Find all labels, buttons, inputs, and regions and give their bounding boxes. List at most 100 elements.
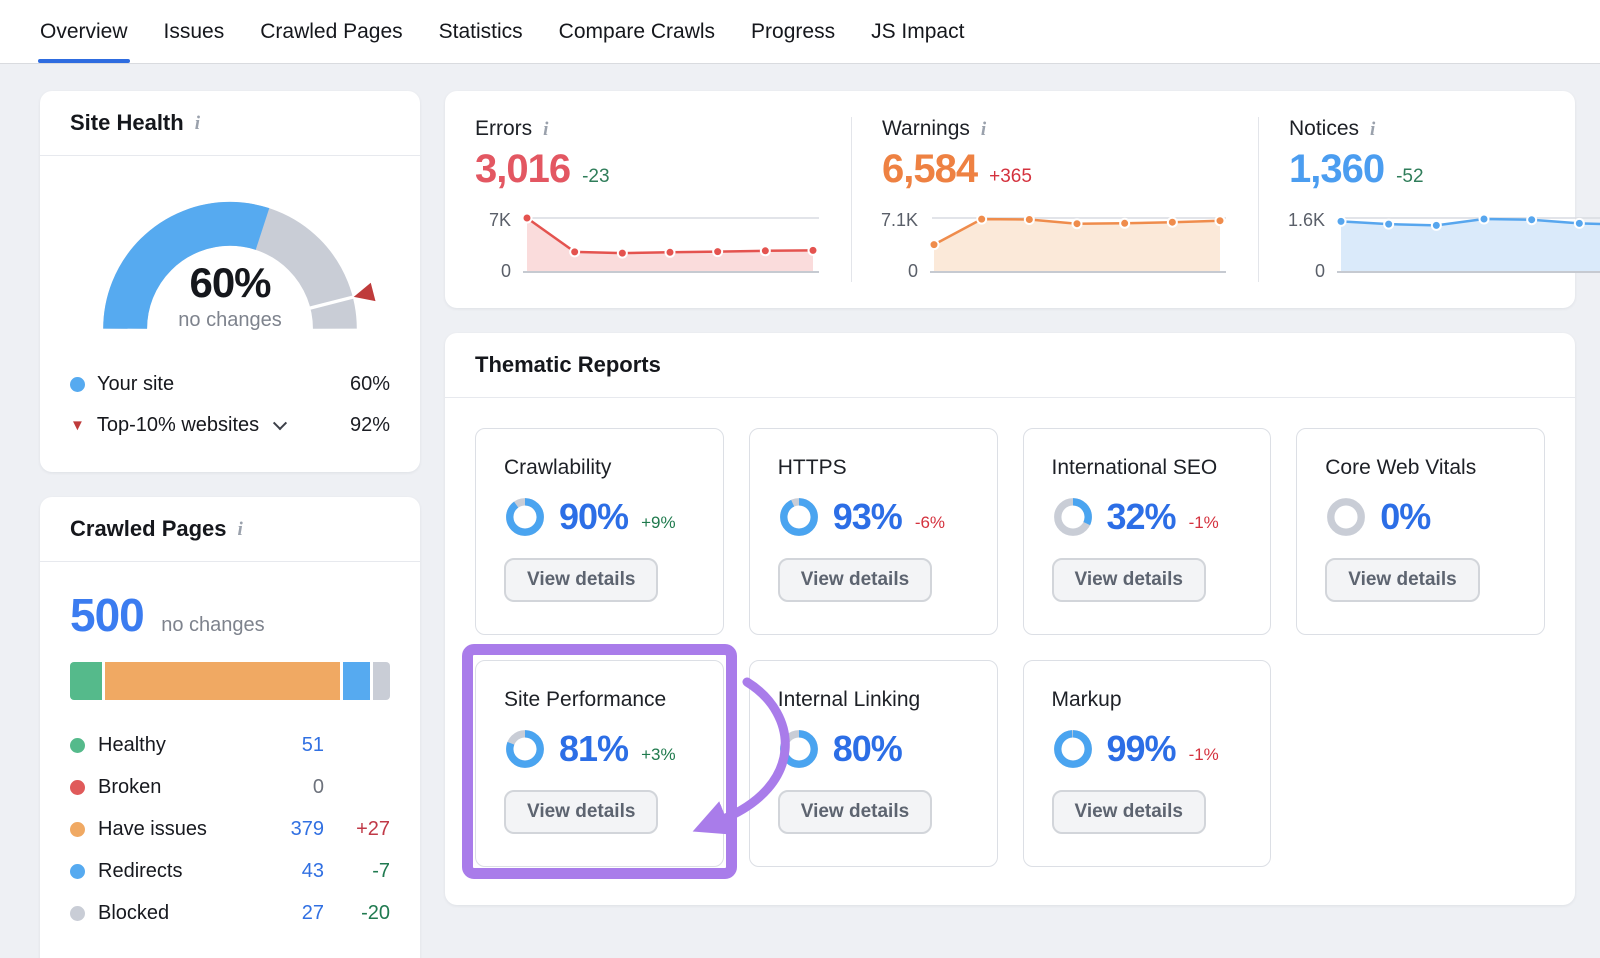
thematic-card-international-seo: International SEO 32% -1% View details [1022, 428, 1272, 635]
stat-warnings: Warnings i 6,584 +365 7.1K 0 [851, 117, 1258, 282]
legend-row-top-10-websites: ▼ Top-10% websites 92% [70, 405, 390, 446]
thematic-card-site-performance: Site Performance 81% +3% View details [475, 660, 724, 867]
thematic-card-title: Markup [1051, 688, 1122, 711]
thematic-card-title: International SEO [1051, 456, 1218, 479]
bar-segment-redirects [343, 662, 371, 700]
nav-tab-overview[interactable]: Overview [38, 0, 130, 63]
thematic-percent: 93% [832, 496, 903, 537]
site-health-card: Site Health i 60% no changes Your site 60… [40, 91, 420, 472]
view-details-button[interactable]: View details [1051, 790, 1206, 834]
view-details-button[interactable]: View details [777, 558, 933, 602]
y-axis-max-label: 1.6K [1287, 210, 1325, 230]
legend-value[interactable]: 379 [290, 817, 324, 840]
thematic-card-title: Internal Linking [777, 688, 921, 711]
thematic-delta: -6% [914, 513, 946, 532]
legend-delta: -20 [361, 901, 390, 924]
bar-segment-healthy [70, 662, 102, 700]
legend-value: 60% [349, 373, 390, 395]
thematic-reports-grid: Crawlability 90% +9% View details HTTPS 93% -6… [445, 398, 1575, 905]
y-axis-zero-label: 0 [500, 261, 511, 281]
legend-value[interactable]: 0 [312, 775, 324, 798]
bar-segment-have-issues [104, 662, 341, 700]
thematic-card-internal-linking: Internal Linking 80% View details [748, 660, 998, 867]
y-axis-zero-label: 0 [907, 261, 918, 281]
legend-value[interactable]: 51 [301, 733, 324, 756]
crawled-legend-row-healthy: Healthy 51 [70, 724, 390, 766]
y-axis-max-label: 7K [488, 210, 511, 230]
view-details-button[interactable]: View details [504, 558, 659, 602]
thematic-percent: 99% [1106, 728, 1177, 769]
info-icon[interactable]: i [543, 118, 549, 140]
sparkline-chart-errors [521, 212, 819, 273]
issues-summary-card: Errors i 3,016 -23 7K 0 Warnings i 6,584 +365 7.1K… [445, 91, 1600, 308]
y-axis-zero-label: 0 [1314, 261, 1325, 281]
gauge-percent: 60% [189, 259, 271, 306]
thematic-card-crawlability: Crawlability 90% +9% View details [475, 428, 724, 635]
crawled-legend-row-blocked: Blocked 27 -20 [70, 892, 390, 934]
stat-title: Notices [1289, 117, 1360, 140]
donut-chart [1053, 730, 1092, 768]
stat-delta: +365 [989, 166, 1032, 187]
top10-triangle-icon: ▼ [70, 417, 85, 434]
stat-delta: -52 [1396, 166, 1424, 187]
legend-label: Healthy [98, 733, 166, 756]
legend-dot-icon [70, 821, 85, 837]
bar-segment-blocked [373, 662, 391, 700]
site-health-title: Site Health [70, 110, 184, 135]
thematic-card-https: HTTPS 93% -6% View details [748, 428, 998, 635]
view-details-button[interactable]: View details [1051, 558, 1206, 602]
thematic-card-title: HTTPS [777, 456, 847, 479]
y-axis-max-label: 7.1K [880, 210, 918, 230]
legend-value[interactable]: 27 [301, 901, 324, 924]
crawled-legend-row-redirects: Redirects 43 -7 [70, 850, 390, 892]
left-column: Site Health i 60% no changes Your site 60… [40, 91, 420, 958]
nav-tab-issues[interactable]: Issues [163, 19, 225, 43]
stat-value: 3,016 [475, 147, 571, 191]
site-health-gauge: 60% no changes [87, 188, 376, 334]
legend-label: Have issues [98, 817, 207, 840]
legend-dot-icon [70, 737, 85, 753]
crawled-pages-card: Crawled Pages i 500 no changes Healthy 51… [40, 497, 420, 958]
thematic-percent: 80% [832, 728, 903, 769]
gauge-chart [103, 201, 376, 330]
legend-row-your-site: Your site 60% [70, 364, 390, 405]
crawled-pages-stacked-bar [70, 662, 391, 700]
nav-tab-progress[interactable]: Progress [751, 19, 836, 43]
legend-label: Top-10% websites [96, 414, 260, 436]
info-icon[interactable]: i [980, 118, 987, 140]
thematic-reports-title: Thematic Reports [475, 352, 661, 377]
view-details-button[interactable]: View details [777, 790, 933, 834]
nav-tab-js-impact[interactable]: JS Impact [871, 19, 965, 43]
view-details-button[interactable]: View details [504, 790, 659, 834]
legend-dot-icon [70, 779, 85, 795]
crawled-total-row: 500 no changes [70, 588, 390, 642]
thematic-card-core-web-vitals: Core Web Vitals 0% View details [1296, 428, 1545, 635]
stat-value: 6,584 [882, 147, 978, 191]
crawled-total-note: no changes [161, 614, 265, 636]
info-icon[interactable]: i [194, 112, 200, 134]
thematic-percent: 81% [559, 728, 629, 769]
legend-label: Redirects [98, 859, 183, 882]
legend-value[interactable]: 43 [301, 859, 324, 882]
info-icon[interactable]: i [1370, 118, 1376, 140]
site-health-header: Site Health i [40, 91, 420, 156]
donut-chart [779, 730, 818, 768]
nav-tab-crawled-pages[interactable]: Crawled Pages [260, 19, 403, 43]
thematic-reports-card: Thematic Reports Crawlability 90% +9% View … [445, 333, 1575, 905]
nav-tab-compare-crawls[interactable]: Compare Crawls [558, 19, 716, 43]
nav-tab-statistics[interactable]: Statistics [438, 19, 523, 43]
thematic-percent: 0% [1380, 496, 1431, 537]
crawled-legend-row-have-issues: Have issues 379 +27 [70, 808, 390, 850]
page-content: Site Health i 60% no changes Your site 60… [0, 64, 1600, 958]
crawled-total: 500 [70, 589, 145, 641]
site-health-body: 60% no changes Your site 60% ▼ Top-10% webs… [40, 156, 420, 472]
thematic-delta: -1% [1188, 513, 1219, 532]
sparkline-chart-warnings [928, 213, 1226, 273]
thematic-card-title: Crawlability [504, 456, 612, 479]
legend-label: Blocked [98, 901, 170, 924]
right-column: Errors i 3,016 -23 7K 0 Warnings i 6,584 +365 7.1K… [445, 91, 1600, 905]
view-details-button[interactable]: View details [1325, 558, 1480, 602]
chevron-down-icon[interactable] [273, 415, 288, 430]
info-icon[interactable]: i [237, 518, 243, 540]
gauge-center: 60% no changes [87, 259, 373, 332]
